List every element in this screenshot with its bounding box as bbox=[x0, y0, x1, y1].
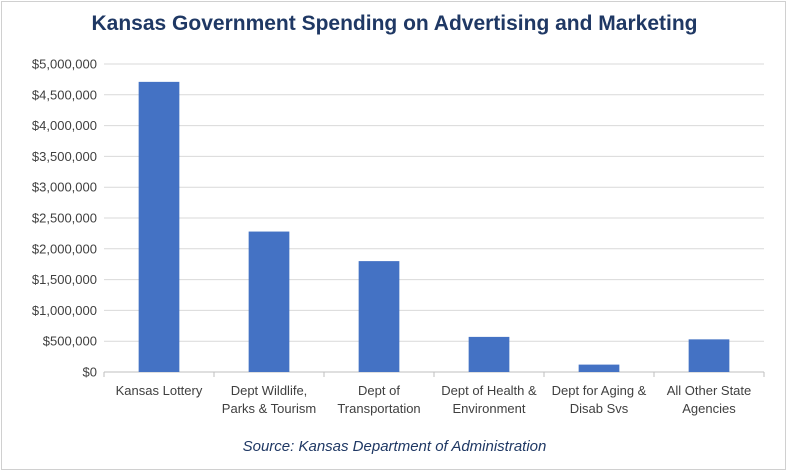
bar bbox=[358, 261, 400, 372]
x-category-label: Dept of Health & Environment bbox=[441, 383, 537, 416]
y-axis-ticks: $0 $500,000 $1,000,000 $1,500,000 $2,000,000… bbox=[32, 57, 97, 380]
y-tick-label: $4,000,000 bbox=[32, 118, 97, 133]
chart-source-note: Source: Kansas Department of Administrat… bbox=[242, 438, 547, 455]
y-tick-label: $2,500,000 bbox=[32, 211, 97, 226]
y-tick-label: $1,000,000 bbox=[32, 303, 97, 318]
bar bbox=[688, 339, 730, 372]
y-tick-label: $5,000,000 bbox=[32, 57, 97, 72]
x-category-label: Dept for Aging & Disab Svs bbox=[552, 383, 647, 416]
x-category-label: Dept Wildlife, Parks & Tourism bbox=[222, 383, 316, 416]
chart-title: Kansas Government Spending on Advertisin… bbox=[91, 12, 698, 35]
bar bbox=[248, 231, 290, 372]
y-tick-label: $1,500,000 bbox=[32, 272, 97, 287]
y-tick-label: $500,000 bbox=[43, 334, 97, 349]
bars bbox=[138, 81, 730, 372]
x-category-label: All Other State Agencies bbox=[667, 383, 752, 416]
gridlines bbox=[103, 63, 765, 377]
x-category-label: Kansas Lottery bbox=[116, 383, 203, 398]
y-tick-label: $0 bbox=[83, 365, 97, 380]
bar bbox=[578, 364, 620, 372]
y-tick-label: $3,000,000 bbox=[32, 180, 97, 195]
x-category-label: Dept of Transportation bbox=[337, 383, 420, 416]
y-tick-label: $3,500,000 bbox=[32, 149, 97, 164]
x-axis-categories: Kansas Lottery Dept Wildlife, Parks & Tour… bbox=[116, 383, 752, 416]
bar bbox=[468, 336, 510, 372]
bar bbox=[138, 81, 180, 372]
y-tick-label: $2,000,000 bbox=[32, 241, 97, 256]
y-tick-label: $4,500,000 bbox=[32, 87, 97, 102]
